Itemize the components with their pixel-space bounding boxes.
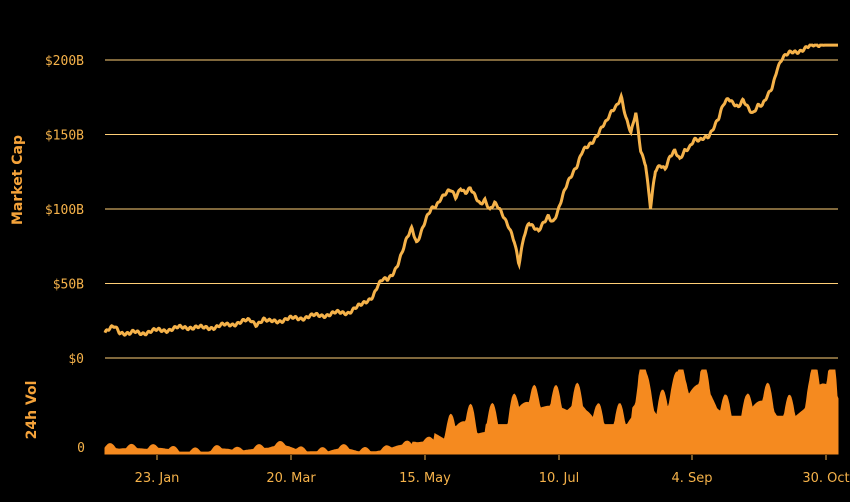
volume-series-area (104, 369, 839, 455)
y-tick-label: $50B (53, 278, 84, 293)
y-axis-title-market-cap: Market Cap (10, 135, 26, 225)
y-tick-label: $150B (45, 129, 84, 144)
x-tick-label: 23. Jan (135, 471, 180, 486)
x-tick-label: 30. Oct (802, 471, 849, 486)
x-axis-ticks: 23. Jan 20. Mar 15. May 10. Jul 4. Sep 30. Oc… (135, 455, 850, 486)
x-tick-label: 20. Mar (266, 471, 316, 486)
x-tick-label: 15. May (399, 471, 451, 486)
market-cap-series-line (103, 43, 838, 337)
x-tick-label: 4. Sep (671, 471, 712, 486)
y-axis-title-24h-vol: 24h Vol (24, 381, 40, 440)
y-tick-label: $0 (68, 352, 84, 367)
gridlines (105, 59, 838, 284)
x-tick-label: 10. Jul (539, 471, 580, 486)
y-tick-label: $200B (45, 54, 84, 69)
volume-y-tick-0: 0 (77, 441, 85, 456)
y-axis-ticks: $0 $50B $100B $150B $200B (45, 54, 84, 367)
y-tick-label: $100B (45, 203, 84, 218)
